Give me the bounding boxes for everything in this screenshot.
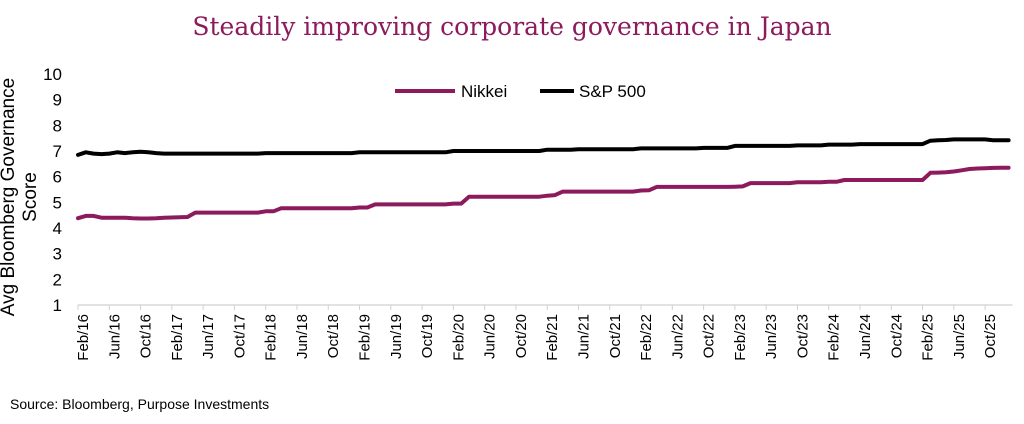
series-line-s-p-500 — [76, 137, 1011, 157]
source-note: Source: Bloomberg, Purpose Investments — [10, 396, 270, 412]
y-tick-label: 6 — [53, 168, 62, 187]
x-tick-label: Feb/18 — [263, 314, 280, 361]
y-tick-label: 2 — [53, 270, 62, 289]
x-tick-label: Jun/21 — [575, 314, 592, 359]
x-tick-label: Feb/23 — [732, 314, 749, 361]
x-tick-label: Jun/20 — [482, 314, 499, 359]
x-tick-label: Jun/24 — [857, 314, 874, 359]
x-tick-label: Oct/21 — [607, 314, 624, 358]
x-tick-label: Feb/25 — [920, 314, 937, 361]
legend-label: Nikkei — [461, 82, 507, 101]
chart-title: Steadily improving corporate governance … — [192, 12, 832, 41]
x-tick-label: Oct/24 — [888, 314, 905, 358]
x-tick-label: Feb/24 — [826, 314, 843, 361]
x-tick-label: Jun/23 — [763, 314, 780, 359]
x-tick-label: Oct/19 — [419, 314, 436, 358]
y-tick-label: 9 — [53, 91, 62, 110]
x-tick-label: Feb/20 — [450, 314, 467, 361]
x-tick-label: Oct/16 — [138, 314, 155, 358]
x-tick-label: Oct/23 — [794, 314, 811, 358]
x-tick-label: Jun/19 — [388, 314, 405, 359]
x-tick-label: Oct/20 — [513, 314, 530, 358]
y-tick-label: 1 — [53, 296, 62, 315]
x-tick-label: Feb/21 — [544, 314, 561, 361]
y-tick-label: 8 — [53, 116, 62, 135]
x-tick-label: Feb/22 — [638, 314, 655, 361]
y-tick-label: 10 — [43, 65, 62, 84]
y-tick-label: 5 — [53, 193, 62, 212]
legend-label: S&P 500 — [579, 82, 646, 101]
x-tick-label: Oct/25 — [982, 314, 999, 358]
x-tick-label: Oct/22 — [701, 314, 718, 358]
y-tick-label: 7 — [53, 142, 62, 161]
x-tick-label: Jun/17 — [200, 314, 217, 359]
x-tick-label: Feb/17 — [169, 314, 186, 361]
x-tick-label: Oct/18 — [325, 314, 342, 358]
x-tick-label: Jun/18 — [294, 314, 311, 359]
x-tick-label: Jun/22 — [669, 314, 686, 359]
y-tick-label: 4 — [53, 219, 62, 238]
x-tick-label: Jun/25 — [951, 314, 968, 359]
x-tick-label: Feb/16 — [75, 314, 92, 361]
x-tick-label: Jun/16 — [106, 314, 123, 359]
x-tick-label: Feb/19 — [357, 314, 374, 361]
x-tick-label: Oct/17 — [231, 314, 248, 358]
series-line-nikkei — [76, 165, 1011, 221]
y-tick-label: 3 — [53, 245, 62, 264]
